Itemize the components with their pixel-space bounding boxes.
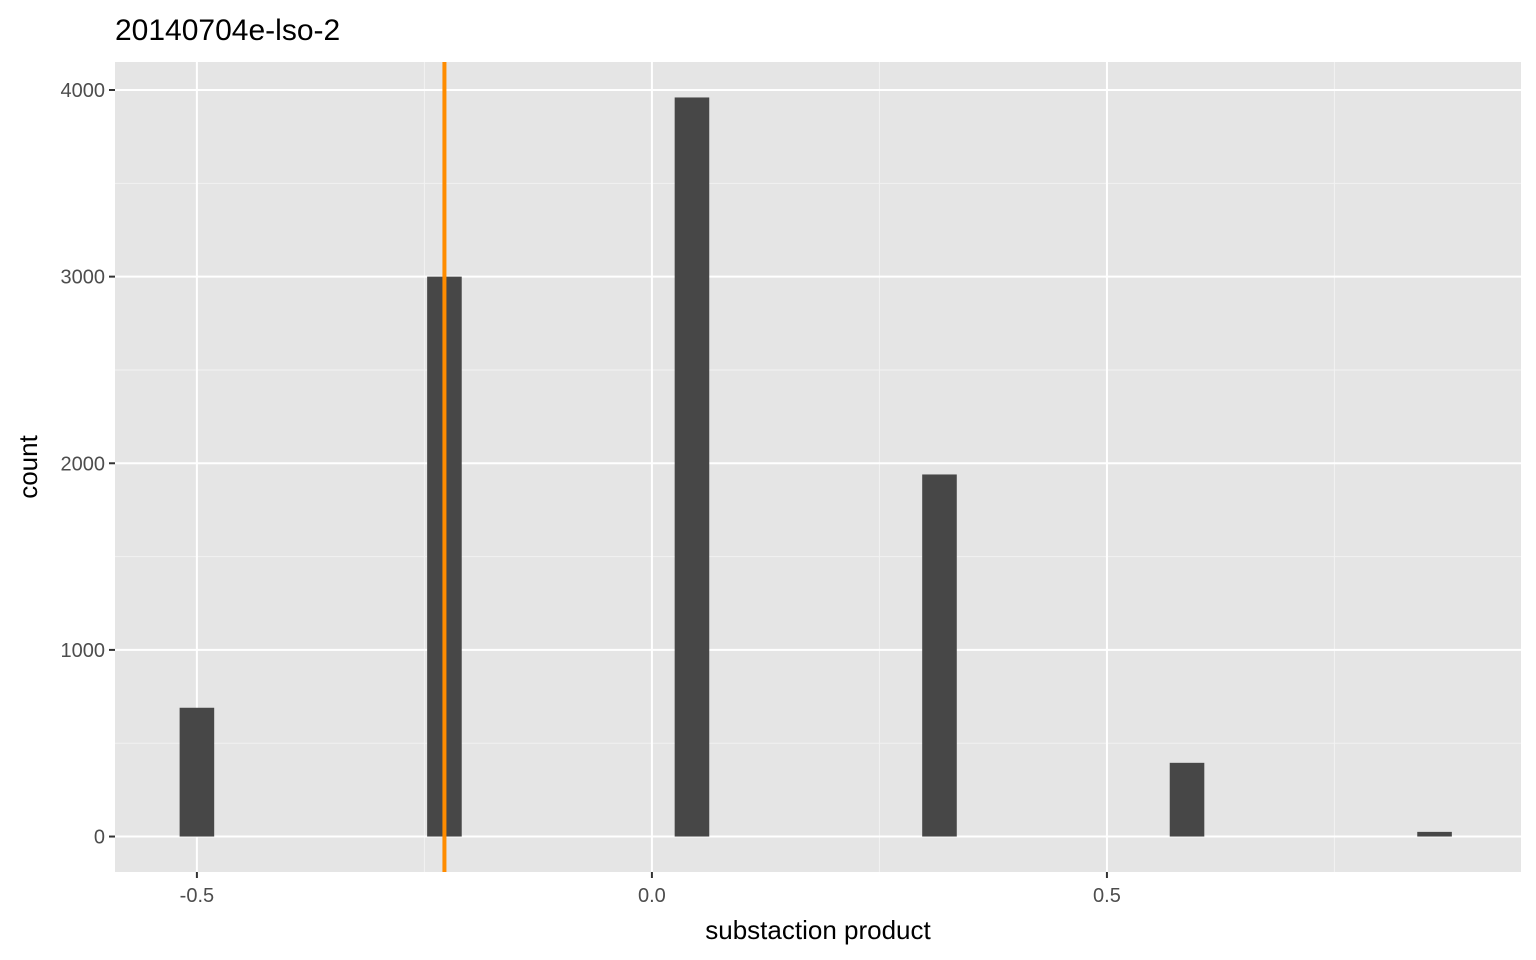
y-axis-title: count [13,434,43,498]
histogram-bar [179,707,215,837]
y-axis: 0 1000 2000 3000 4000 [61,80,115,849]
histogram-bar [922,474,957,837]
x-axis-title: substaction product [705,915,931,945]
major-gridlines [115,62,1521,872]
x-tick-label: 0.5 [1093,885,1121,907]
plot-panel [115,62,1521,872]
minor-gridlines [115,62,1521,872]
x-axis: -0.5 0.0 0.5 [180,872,1121,907]
histogram-bar [1169,762,1205,837]
y-tick-label: 3000 [61,267,106,289]
y-tick-label: 0 [94,827,105,849]
x-tick-label: 0.0 [638,885,666,907]
histogram-bar [674,97,710,837]
chart-title: 20140704e-lso-2 [115,14,340,47]
y-tick-label: 2000 [61,453,106,475]
y-tick-label: 4000 [61,80,106,102]
x-tick-label: -0.5 [180,885,214,907]
histogram-bar [1417,831,1452,837]
y-tick-label: 1000 [61,640,106,662]
